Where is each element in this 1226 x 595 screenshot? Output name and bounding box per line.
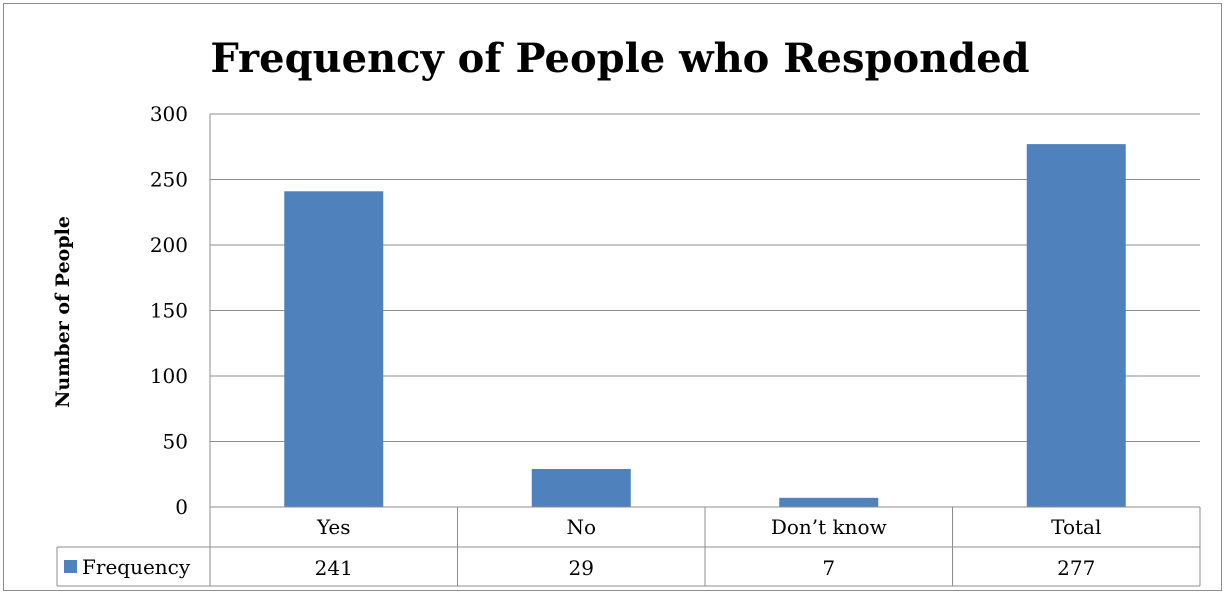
y-tick-label: 300 (150, 102, 188, 126)
data-table: Yes 241 No 29 Don’t know 7 Total 277 Frequency (56, 506, 1201, 587)
table-value-cell: 7 (822, 556, 835, 580)
bar (531, 469, 631, 507)
table-value-cell: 277 (1057, 556, 1095, 580)
y-axis-ticks: 0 50 100 150 200 250 300 (150, 102, 188, 519)
category-label: Total (1051, 515, 1101, 539)
bar (1026, 144, 1126, 507)
bar (284, 191, 384, 508)
y-tick-label: 250 (150, 168, 188, 192)
y-axis-label: Number of People (52, 216, 74, 408)
bars (284, 144, 1126, 508)
y-tick-label: 50 (163, 430, 188, 454)
y-tick-label: 200 (150, 233, 188, 257)
legend-swatch (64, 560, 77, 573)
y-tick-label: 0 (175, 495, 188, 519)
y-tick-label: 100 (150, 364, 188, 388)
category-label: Don’t know (771, 515, 887, 539)
category-label: No (566, 515, 596, 539)
legend-label: Frequency (82, 555, 191, 579)
table-value-cell: 29 (569, 556, 594, 580)
y-tick-label: 150 (150, 299, 188, 323)
chart-frame (3, 3, 1222, 591)
category-label: Yes (316, 515, 351, 539)
chart-title: Frequency of People who Responded (210, 35, 1029, 82)
table-value-cell: 241 (315, 556, 353, 580)
bar (779, 497, 879, 507)
